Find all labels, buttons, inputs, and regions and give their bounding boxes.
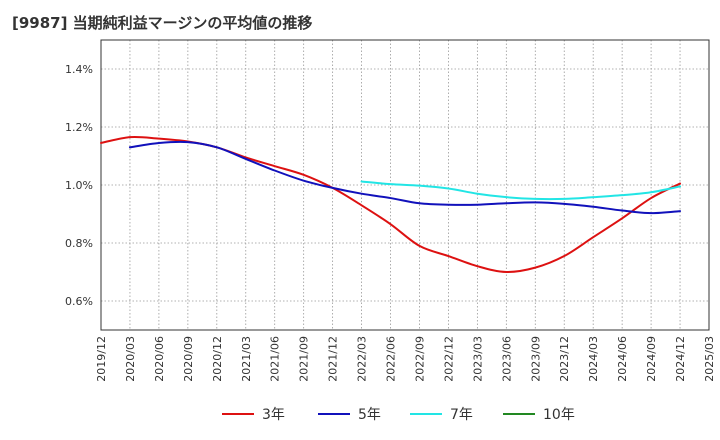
- x-tick-label: 2021/09: [298, 336, 311, 382]
- legend-swatch-7y: [410, 413, 442, 415]
- x-tick-label: 2022/03: [356, 336, 369, 382]
- series-line-1: [128, 140, 682, 215]
- x-tick-label: 2022/09: [413, 336, 426, 382]
- x-tick-label: 2023/09: [529, 336, 542, 382]
- x-tick-label: 2023/12: [558, 336, 571, 382]
- x-tick-label: 2021/12: [327, 336, 340, 382]
- legend-label-3y: 3年: [262, 407, 285, 423]
- legend-item-5y[interactable]: 5年: [318, 402, 381, 426]
- y-tick-label: 1.4%: [65, 63, 93, 76]
- legend-label-7y: 7年: [450, 407, 473, 423]
- legend-swatch-10y: [503, 413, 535, 415]
- x-tick-label: 2022/06: [385, 336, 398, 382]
- x-tick-label: 2020/09: [182, 336, 195, 382]
- x-tick-label: 2021/03: [240, 336, 253, 382]
- legend-swatch-3y: [222, 413, 254, 415]
- legend-label-5y: 5年: [358, 407, 381, 423]
- x-tick-label: 2020/03: [124, 336, 137, 382]
- legend-item-10y[interactable]: 10年: [503, 402, 575, 426]
- series-line-2: [360, 180, 682, 201]
- legend-label-10y: 10年: [543, 407, 575, 423]
- y-tick-label: 1.2%: [65, 121, 93, 134]
- x-tick-label: 2022/12: [442, 336, 455, 382]
- plot-frame: [100, 39, 710, 331]
- chart-title: [9987] 当期純利益マージンの平均値の推移: [12, 14, 313, 32]
- legend: 3年 5年 7年 10年: [0, 402, 720, 426]
- y-tick-label: 0.6%: [65, 295, 93, 308]
- x-tick-label: 2024/12: [674, 336, 687, 382]
- x-tick-label: 2019/12: [95, 336, 108, 382]
- x-tick-label: 2024/06: [616, 336, 629, 382]
- x-tick-label: 2025/03: [703, 336, 716, 382]
- legend-swatch-5y: [318, 413, 350, 415]
- x-tick-label: 2024/09: [645, 336, 658, 382]
- y-tick-label: 1.0%: [65, 179, 93, 192]
- x-tick-label: 2021/06: [269, 336, 282, 382]
- legend-item-3y[interactable]: 3年: [222, 402, 285, 426]
- x-tick-label: 2023/03: [471, 336, 484, 382]
- y-tick-label: 0.8%: [65, 237, 93, 250]
- line-chart: 0.6% 0.8% 1.0% 1.2% 1.4% 2019/12 2020/03 2020/0…: [65, 39, 716, 382]
- x-tick-label: 2020/12: [211, 336, 224, 382]
- x-tick-label: 2023/06: [500, 336, 513, 382]
- legend-item-7y[interactable]: 7年: [410, 402, 473, 426]
- x-tick-label: 2024/03: [587, 336, 600, 382]
- x-tick-label: 2020/06: [153, 336, 166, 382]
